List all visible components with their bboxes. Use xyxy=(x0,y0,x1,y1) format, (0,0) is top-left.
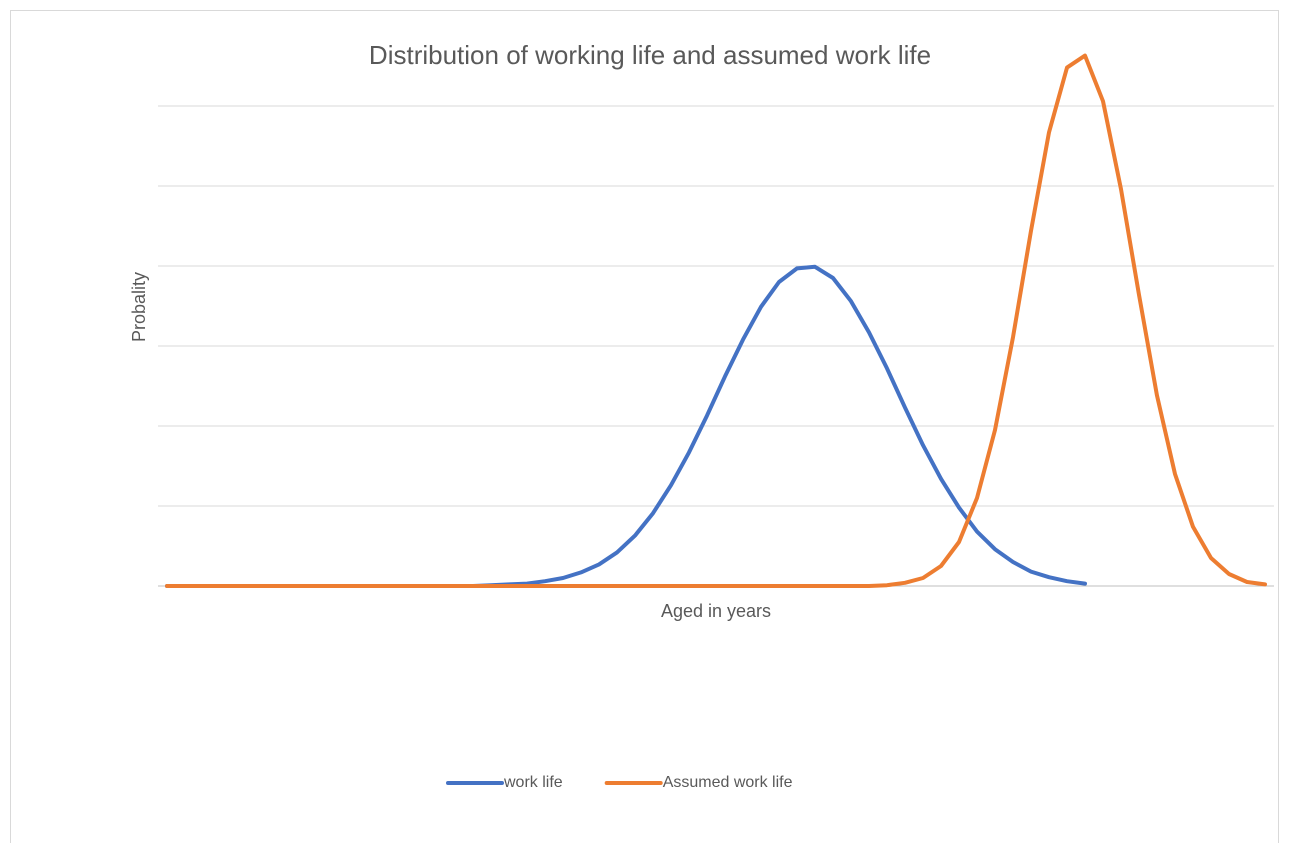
x-axis-label: Aged in years xyxy=(661,601,771,621)
chart-frame xyxy=(10,10,1279,843)
y-axis-label: Probality xyxy=(129,272,149,342)
series-line xyxy=(165,53,1267,588)
legend-label: Assumed work life xyxy=(663,774,793,791)
legend-label: work life xyxy=(503,774,563,791)
chart-title: Distribution of working life and assumed… xyxy=(369,40,931,70)
